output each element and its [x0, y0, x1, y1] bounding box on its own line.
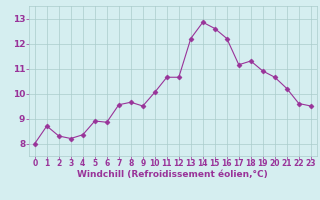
X-axis label: Windchill (Refroidissement éolien,°C): Windchill (Refroidissement éolien,°C)	[77, 170, 268, 179]
